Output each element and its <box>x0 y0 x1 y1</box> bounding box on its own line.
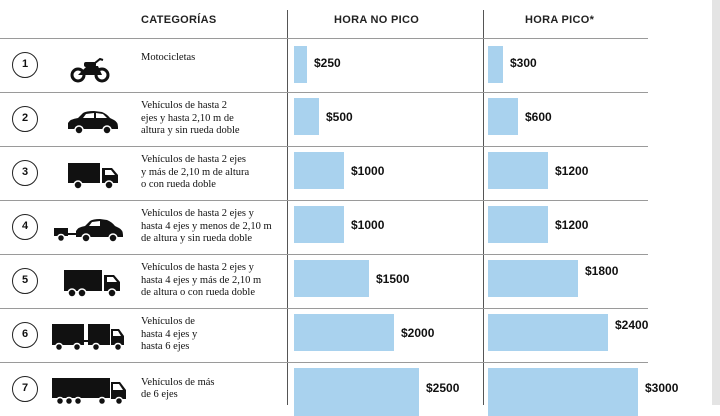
truck-with-trailer-icon <box>50 315 130 355</box>
value-label-peak: $300 <box>510 56 537 70</box>
row-divider <box>0 38 648 39</box>
header-peak: HORA PICO* <box>525 14 595 26</box>
bar-off-peak <box>294 368 419 416</box>
bar-off-peak <box>294 98 319 135</box>
bar-off-peak <box>294 314 394 351</box>
value-label-peak: $2400 <box>615 318 649 332</box>
bar-peak <box>488 206 548 243</box>
category-number: 7 <box>12 376 38 402</box>
motorcycle-icon <box>50 45 130 85</box>
table-row: 1 Motocicletas $250 $300 <box>0 38 648 92</box>
bar-peak <box>488 314 608 351</box>
category-description: Vehículos de hasta 2 ejes y hasta 2,10 m… <box>141 100 240 137</box>
bar-peak <box>488 152 548 189</box>
value-label-peak: $1200 <box>555 164 589 178</box>
column-divider-2 <box>483 10 484 405</box>
table-row: 4 Vehículos de hasta 2 ejes y hasta 4 eje… <box>0 200 648 254</box>
row-divider <box>0 92 648 93</box>
row-divider <box>0 254 648 255</box>
table-row: 2 Vehículos de hasta 2 ejes y hasta 2,10 … <box>0 92 648 146</box>
row-divider <box>0 308 648 309</box>
category-description: Vehículos de hasta 2 ejes y hasta 4 ejes… <box>141 208 272 245</box>
category-description: Vehículos de más de 6 ejes <box>141 376 215 401</box>
scrollbar[interactable] <box>712 0 720 405</box>
column-divider-1 <box>287 10 288 405</box>
category-number: 6 <box>12 322 38 348</box>
bar-peak <box>488 260 578 297</box>
category-description: Vehículos de hasta 2 ejes y hasta 4 ejes… <box>141 262 262 299</box>
category-description: Motocicletas <box>141 52 196 63</box>
category-number: 4 <box>12 214 38 240</box>
bar-off-peak <box>294 46 307 83</box>
bar-peak <box>488 46 503 83</box>
small-truck-icon <box>50 153 130 193</box>
car-icon <box>50 99 130 139</box>
bar-peak <box>488 98 518 135</box>
value-label-peak: $1200 <box>555 218 589 232</box>
value-label-peak: $1800 <box>585 264 619 278</box>
semi-trailer-truck-icon <box>50 369 130 409</box>
category-description: Vehículos de hasta 4 ejes y hasta 6 ejes <box>141 316 198 353</box>
table-row: 7 Vehículos de más de 6 ejes $2500 $3000 <box>0 362 678 416</box>
car-with-trailer-icon <box>50 207 130 247</box>
truck-icon <box>50 261 130 301</box>
category-number: 3 <box>12 160 38 186</box>
header-category: CATEGORÍAS <box>141 14 217 26</box>
value-label-peak: $600 <box>525 110 552 124</box>
value-label-off-peak: $250 <box>314 56 341 70</box>
table-row: 5 Vehículos de hasta 2 ejes y hasta 4 eje… <box>0 254 648 308</box>
category-number: 5 <box>12 268 38 294</box>
bar-off-peak <box>294 260 369 297</box>
value-label-peak: $3000 <box>645 381 679 395</box>
row-divider <box>0 362 648 363</box>
header-off-peak: HORA NO PICO <box>334 14 420 26</box>
category-number: 1 <box>12 52 38 78</box>
bar-off-peak <box>294 206 344 243</box>
row-divider <box>0 200 648 201</box>
bar-peak <box>488 368 638 416</box>
value-label-off-peak: $2000 <box>401 326 435 340</box>
category-number: 2 <box>12 106 38 132</box>
table-row: 6 Vehículos de hasta 4 ejes y hasta 6 eje… <box>0 308 648 362</box>
value-label-off-peak: $1000 <box>351 164 385 178</box>
value-label-off-peak: $1500 <box>376 272 410 286</box>
bar-off-peak <box>294 152 344 189</box>
table-row: 3 Vehículos de hasta 2 ejes y más de 2,10… <box>0 146 648 200</box>
row-divider <box>0 146 648 147</box>
value-label-off-peak: $500 <box>326 110 353 124</box>
value-label-off-peak: $1000 <box>351 218 385 232</box>
category-description: Vehículos de hasta 2 ejes y más de 2,10 … <box>141 154 250 191</box>
value-label-off-peak: $2500 <box>426 381 460 395</box>
